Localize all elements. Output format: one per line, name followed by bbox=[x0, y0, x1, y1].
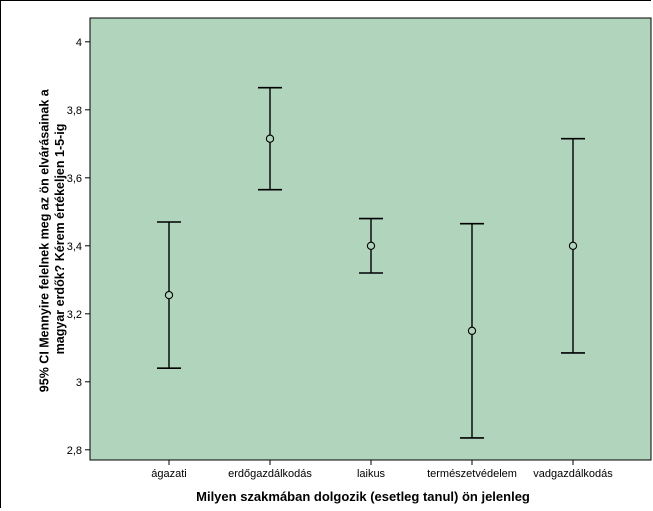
x-tick-label: ágazati bbox=[151, 468, 186, 480]
mean-marker bbox=[568, 241, 578, 250]
y-tick-label: 3,6 bbox=[67, 173, 82, 185]
x-tick-label: természetvédelem bbox=[427, 468, 517, 480]
x-tick-label: erdőgazdálkodás bbox=[228, 468, 312, 480]
y-tick-label: 3,4 bbox=[67, 241, 82, 253]
x-axis: ágazati erdőgazdálkodás laikus természetvéd… bbox=[151, 460, 613, 480]
mean-marker bbox=[366, 241, 376, 250]
y-tick-label: 4 bbox=[76, 37, 82, 49]
y-tick-label: 3 bbox=[76, 377, 82, 389]
x-tick-label: vadgazdálkodás bbox=[533, 468, 613, 480]
y-axis: 2,8 3 3,2 3,4 3,6 3,8 4 bbox=[67, 37, 90, 457]
x-axis-title: Milyen szakmában dolgozik (esetleg tanul… bbox=[196, 489, 530, 504]
mean-marker bbox=[467, 326, 477, 335]
y-axis-title-line-2: magyar erdők? Kérem értékeljen 1-5-ig bbox=[53, 124, 67, 355]
error-bar bbox=[258, 86, 282, 191]
error-bar bbox=[359, 217, 383, 274]
y-axis-title-line-1: 95% CI Mennyire felelnek meg az ön elvár… bbox=[38, 88, 52, 392]
error-bars bbox=[157, 86, 585, 439]
error-bar bbox=[561, 137, 585, 354]
error-bar bbox=[157, 221, 181, 370]
mean-marker bbox=[164, 290, 174, 300]
mean-marker bbox=[265, 134, 275, 143]
y-axis-title: 95% CI Mennyire felelnek meg az ön elvár… bbox=[38, 86, 68, 392]
y-tick-label: 2,8 bbox=[67, 445, 82, 457]
y-tick-label: 3,2 bbox=[67, 309, 82, 321]
x-tick-label: laikus bbox=[357, 468, 386, 480]
y-tick-label: 3,8 bbox=[67, 105, 82, 117]
error-bar bbox=[460, 222, 484, 439]
